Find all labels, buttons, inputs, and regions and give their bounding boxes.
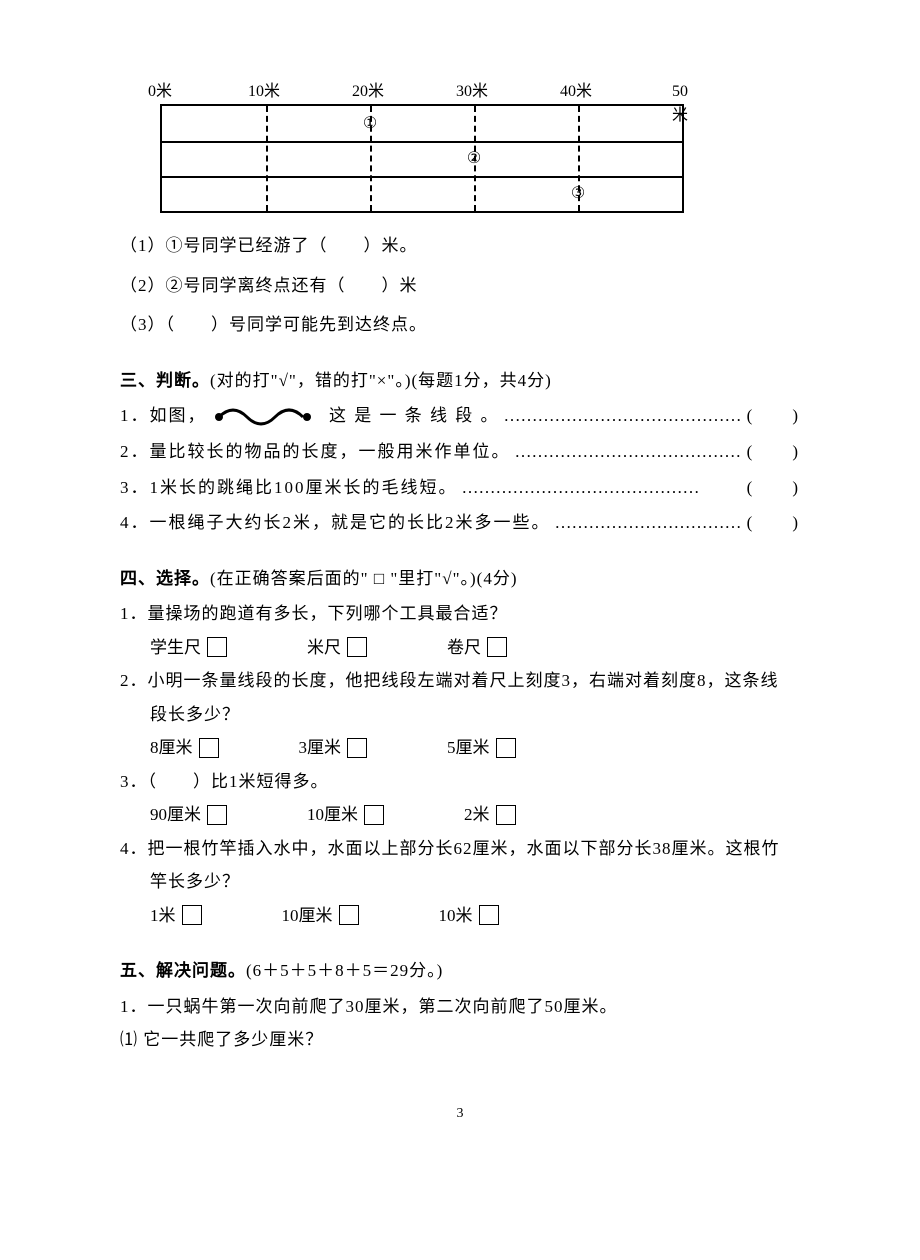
dots: …………………………………… <box>504 403 743 429</box>
judge-row-4: 4．一根绳子大约长2米，就是它的长比2米多一些。 …………………………………… … <box>120 510 800 536</box>
s4-q2b: 段长多少？ <box>120 702 800 728</box>
diagram-q1: （1）①号同学已经游了（ ）米。 <box>120 233 800 259</box>
judge-row-1: 1．如图， 这 是 一 条 线 段 。 …………………………………… ( ) <box>120 403 800 429</box>
section3-head: 三、判断。 <box>120 371 210 390</box>
tick-label: 20米 <box>352 80 384 104</box>
tick-label: 30米 <box>456 80 488 104</box>
s4-q1-options: 学生尺 米尺 卷尺 <box>150 635 800 661</box>
tick-label: 10米 <box>248 80 280 104</box>
dots: …………………………………… <box>515 439 743 465</box>
checkbox[interactable] <box>364 805 384 825</box>
paren-blank[interactable]: ( ) <box>747 475 800 501</box>
j2-text: 2．量比较长的物品的长度，一般用米作单位。 <box>120 439 511 465</box>
checkbox[interactable] <box>207 805 227 825</box>
checkbox[interactable] <box>347 637 367 657</box>
s4-q4b: 竿长多少？ <box>120 869 800 895</box>
checkbox[interactable] <box>207 637 227 657</box>
swimmer-marker: ② <box>467 147 481 171</box>
page-number: 3 <box>120 1103 800 1124</box>
section5-title: 五、解决问题。(6＋5＋5＋8＋5＝29分。) <box>120 958 800 984</box>
opt[interactable]: 卷尺 <box>447 635 507 661</box>
diagram-q3: （3）（ ）号同学可能先到达终点。 <box>120 312 800 338</box>
opt[interactable]: 学生尺 <box>150 635 227 661</box>
section4-head: 四、选择。 <box>120 569 210 588</box>
opt[interactable]: 90厘米 <box>150 802 227 828</box>
paren-blank[interactable]: ( ) <box>747 403 800 429</box>
checkbox[interactable] <box>339 905 359 925</box>
section5-head: 五、解决问题。 <box>120 961 246 980</box>
opt[interactable]: 3厘米 <box>299 735 368 761</box>
s5-q1-1: ⑴ 它一共爬了多少厘米？ <box>120 1027 800 1053</box>
tick-label: 40米 <box>560 80 592 104</box>
opt[interactable]: 8厘米 <box>150 735 219 761</box>
checkbox[interactable] <box>199 738 219 758</box>
s4-q3: 3．（ ）比1米短得多。 <box>120 769 800 795</box>
s4-q1: 1．量操场的跑道有多长，下列哪个工具最合适？ <box>120 601 800 627</box>
opt[interactable]: 米尺 <box>307 635 367 661</box>
swimmer-marker: ③ <box>571 182 585 206</box>
lane-border <box>162 141 682 143</box>
swimming-pool-diagram: 0米10米20米30米40米50米 ①②③ <box>160 80 800 213</box>
opt[interactable]: 10厘米 <box>307 802 384 828</box>
lane-border <box>162 176 682 178</box>
judge-row-3: 3．1米长的跳绳比100厘米长的毛线短。 …………………………………… ( ) <box>120 475 800 501</box>
opt[interactable]: 5厘米 <box>447 735 516 761</box>
dots: …………………………………… <box>462 475 743 501</box>
section4-tail: (在正确答案后面的" □ "里打"√"。)(4分) <box>210 569 518 588</box>
j3-text: 3．1米长的跳绳比100厘米长的毛线短。 <box>120 475 458 501</box>
curve-line-icon <box>213 405 323 429</box>
section4-title: 四、选择。(在正确答案后面的" □ "里打"√"。)(4分) <box>120 566 800 592</box>
s4-q4-options: 1米 10厘米 10米 <box>150 903 800 929</box>
diagram-q2: （2）②号同学离终点还有（ ）米 <box>120 273 800 299</box>
checkbox[interactable] <box>487 637 507 657</box>
grid-dash <box>266 106 268 211</box>
section5-tail: (6＋5＋5＋8＋5＝29分。) <box>246 961 443 980</box>
checkbox[interactable] <box>496 738 516 758</box>
s4-q2-options: 8厘米 3厘米 5厘米 <box>150 735 800 761</box>
s4-q4a: 4．把一根竹竿插入水中，水面以上部分长62厘米，水面以下部分长38厘米。这根竹 <box>120 836 800 862</box>
checkbox[interactable] <box>182 905 202 925</box>
paren-blank[interactable]: ( ) <box>747 510 800 536</box>
section3-title: 三、判断。(对的打"√"，错的打"×"。)(每题1分，共4分) <box>120 368 800 394</box>
j1-tail: 这 是 一 条 线 段 。 <box>329 406 500 425</box>
s4-q2a: 2．小明一条量线段的长度，他把线段左端对着尺上刻度3，右端对着刻度8，这条线 <box>120 668 800 694</box>
opt[interactable]: 10厘米 <box>282 903 359 929</box>
section3-tail: (对的打"√"，错的打"×"。)(每题1分，共4分) <box>210 371 552 390</box>
swimmer-marker: ① <box>363 112 377 136</box>
opt[interactable]: 10米 <box>439 903 499 929</box>
paren-blank[interactable]: ( ) <box>747 439 800 465</box>
judge-row-2: 2．量比较长的物品的长度，一般用米作单位。 …………………………………… ( ) <box>120 439 800 465</box>
opt[interactable]: 2米 <box>464 802 516 828</box>
tick-label: 0米 <box>148 80 172 104</box>
dots: …………………………………… <box>555 510 743 536</box>
checkbox[interactable] <box>479 905 499 925</box>
checkbox[interactable] <box>347 738 367 758</box>
checkbox[interactable] <box>496 805 516 825</box>
opt[interactable]: 1米 <box>150 903 202 929</box>
s4-q3-options: 90厘米 10厘米 2米 <box>150 802 800 828</box>
s5-q1: 1．一只蜗牛第一次向前爬了30厘米，第二次向前爬了50厘米。 <box>120 994 800 1020</box>
j4-text: 4．一根绳子大约长2米，就是它的长比2米多一些。 <box>120 510 551 536</box>
j1-lead: 1．如图， <box>120 406 207 425</box>
